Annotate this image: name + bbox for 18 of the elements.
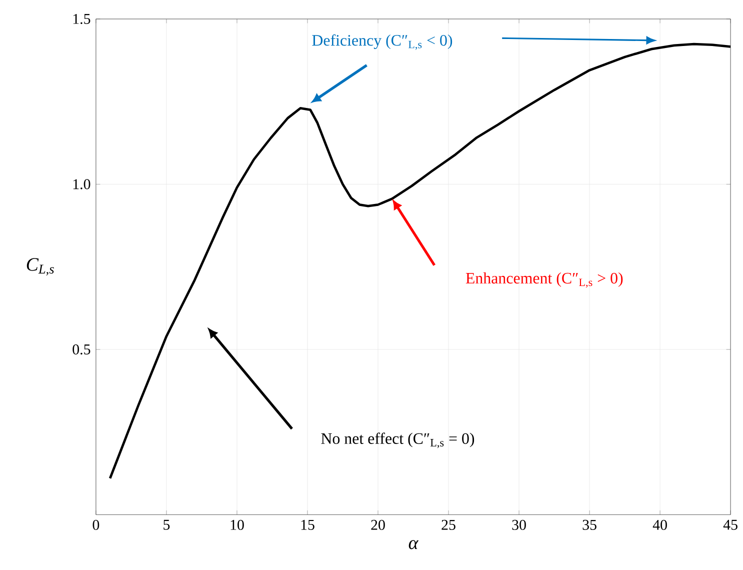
- x-tick-label: 10: [230, 520, 244, 530]
- x-tick-label: 5: [164, 520, 170, 530]
- annotation: No net effect (C″$_{L,s}$ = 0): [321, 432, 474, 448]
- x-tick-label: 40: [652, 520, 667, 530]
- x-tick-label: 0: [92, 520, 100, 530]
- x-tick-label: 45: [723, 520, 738, 530]
- x-tick-label: 15: [301, 520, 314, 530]
- y-axis-title: C$_{L,s}$: [26, 258, 54, 276]
- y-tick-label: 0.5: [72, 344, 90, 355]
- y-tick-label: 1.5: [73, 14, 90, 24]
- annotation: Enhancement (C″$_{L,s}$ > 0): [466, 272, 623, 288]
- annotation: Deficiency (C″$_{L,s}$ < 0): [312, 34, 452, 50]
- x-axis-title: α: [408, 540, 419, 550]
- x-tick-label: 35: [582, 520, 596, 530]
- x-tick-label: 20: [371, 520, 385, 530]
- x-tick-label: 30: [512, 520, 526, 530]
- x-tick-label: 25: [442, 520, 456, 530]
- y-tick-label: 1.0: [73, 179, 90, 190]
